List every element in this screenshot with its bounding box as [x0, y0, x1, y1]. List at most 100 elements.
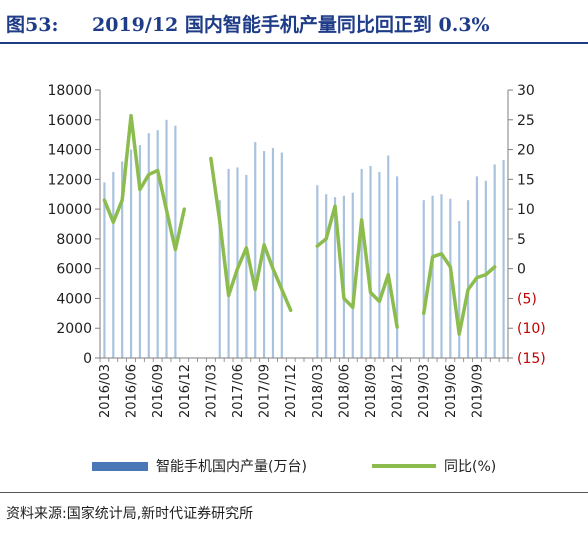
yoy-point-2017/05 — [228, 294, 230, 297]
right-tick-label: 15 — [517, 172, 535, 188]
right-tick-label: 25 — [517, 113, 535, 129]
bar-2019/05 — [440, 194, 443, 358]
bar-2018/03 — [316, 185, 319, 358]
right-tick-label: 5 — [517, 232, 526, 248]
bar-2016/04 — [112, 171, 115, 358]
combo-chart: 0 2000 4000 6000 8000 10000 12000 14000 16000 180… — [47, 83, 546, 418]
yoy-point-2017/06 — [236, 268, 239, 270]
bar-2019/03 — [422, 200, 425, 358]
left-tick-label: 8000 — [56, 232, 92, 248]
yoy-point-2017/11 — [281, 288, 283, 291]
yoy-line-segment-1 — [102, 113, 187, 252]
yoy-point-2017/08 — [254, 288, 256, 291]
legend: 智能手机国内产量(万台) 同比(%) — [0, 452, 588, 480]
yoy-point-2018/12 — [396, 326, 398, 328]
right-tick-label: 10 — [517, 202, 535, 218]
bar-2019/04 — [431, 195, 434, 358]
bar-2019/07 — [458, 221, 461, 358]
right-tick-label: 0 — [517, 262, 526, 278]
bar-2019/10 — [484, 180, 487, 358]
bar-2017/09 — [262, 151, 266, 358]
bar-2017/05 — [227, 168, 230, 358]
x-tick-label: 2018/09 — [364, 364, 379, 418]
figure-title-bar: 图53: 2019/12 国内智能手机产量同比回正到 0.3% — [0, 0, 588, 44]
yoy-point-2018/09 — [369, 291, 372, 294]
yoy-point-2018/06 — [343, 297, 345, 300]
yoy-line-segment-2 — [209, 156, 293, 313]
x-tick-label: 2018/03 — [311, 364, 326, 418]
yoy-point-2019/05 — [440, 253, 443, 255]
yoy-point-2019/11 — [494, 266, 496, 268]
x-tick-label: 2019/06 — [444, 364, 459, 418]
bar-2018/10 — [378, 171, 381, 358]
yoy-line-segment-3 — [315, 204, 399, 329]
bar-series-output — [103, 119, 505, 358]
right-tick-label: 20 — [517, 143, 535, 159]
legend-line-swatch — [372, 464, 436, 468]
yoy-point-2019/06 — [449, 266, 451, 268]
yoy-point-2017/10 — [272, 268, 274, 270]
yoy-point-2016/03 — [103, 199, 106, 201]
yoy-point-2019/09 — [476, 277, 478, 279]
left-tick-label: 10000 — [47, 202, 92, 218]
legend-label-yoy: 同比(%) — [444, 459, 497, 475]
yoy-point-2018/05 — [334, 205, 336, 207]
left-tick-label: 12000 — [47, 172, 92, 188]
x-tick-label: 2016/03 — [98, 364, 113, 418]
left-tick-label: 14000 — [47, 143, 92, 159]
right-y-axis: (15) (10) (5) 0 5 10 15 20 25 30 — [507, 83, 546, 367]
bar-2019/11 — [493, 164, 496, 358]
yoy-point-2016/11 — [174, 249, 176, 251]
x-tick-label: 2017/06 — [231, 364, 246, 418]
bar-2016/09 — [156, 130, 159, 358]
x-tick-label: 2016/06 — [125, 364, 140, 418]
bar-2016/08 — [147, 133, 150, 358]
bar-2019/09 — [475, 176, 479, 358]
yoy-point-2019/10 — [485, 274, 487, 276]
yoy-point-2016/09 — [157, 169, 159, 171]
yoy-point-2016/07 — [139, 188, 141, 191]
bar-2017/08 — [254, 142, 257, 358]
bar-2017/06 — [236, 167, 239, 358]
yoy-point-2019/08 — [467, 288, 469, 291]
x-axis: 2016/03 2016/06 2016/09 2016/12 2017/03 2017/… — [98, 357, 509, 418]
yoy-point-2019/07 — [458, 333, 460, 335]
yoy-point-2016/04 — [112, 221, 114, 223]
left-tick-label: 16000 — [47, 113, 92, 129]
legend-bar-swatch — [92, 461, 148, 471]
legend-item-output: 智能手机国内产量(万台) — [92, 456, 307, 476]
right-tick-label: (10) — [517, 321, 546, 337]
bar-2016/06 — [129, 149, 133, 358]
left-tick-label: 2000 — [56, 321, 92, 337]
yoy-point-2016/06 — [130, 115, 132, 117]
x-tick-label: 2017/03 — [204, 364, 219, 418]
left-tick-label: 4000 — [56, 291, 92, 307]
bar-2016/10 — [165, 119, 168, 358]
bar-2016/03 — [103, 182, 106, 358]
right-tick-label: 30 — [517, 83, 535, 99]
line-series-yoy — [102, 113, 497, 336]
bar-2017/07 — [245, 174, 248, 358]
yoy-point-2018/03 — [316, 245, 318, 247]
yoy-point-2017/07 — [245, 247, 247, 249]
title-underline — [0, 42, 588, 44]
bar-2016/07 — [138, 145, 142, 358]
yoy-point-2016/10 — [165, 209, 168, 211]
x-tick-label: 2016/09 — [151, 364, 166, 418]
source-note: 资料来源:国家统计局,新时代证券研究所 — [6, 506, 254, 522]
bar-2018/09 — [369, 165, 372, 358]
yoy-point-2018/07 — [352, 306, 354, 308]
yoy-point-2016/12 — [183, 208, 185, 210]
yoy-point-2016/05 — [121, 199, 123, 201]
x-tick-label: 2018/06 — [337, 364, 352, 418]
bar-2018/07 — [351, 192, 354, 358]
left-tick-label: 18000 — [47, 83, 92, 99]
yoy-point-2018/11 — [387, 274, 389, 276]
x-tick-label: 2018/12 — [391, 364, 406, 418]
yoy-point-2019/04 — [432, 256, 434, 258]
x-tick-label: 2017/12 — [284, 364, 299, 418]
yoy-point-2017/03 — [210, 157, 212, 160]
x-tick-label: 2019/09 — [470, 364, 485, 418]
figure-number: 图53: — [6, 14, 59, 36]
legend-item-yoy: 同比(%) — [372, 456, 496, 476]
